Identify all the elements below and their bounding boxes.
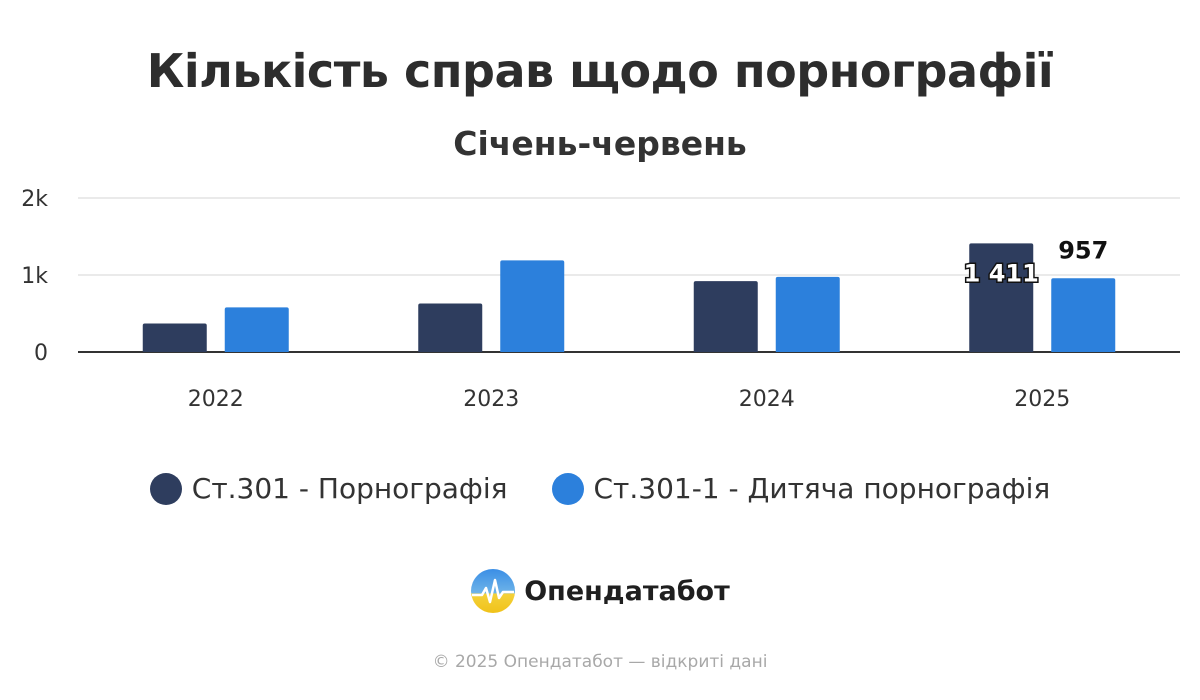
bar[interactable] <box>224 307 289 352</box>
x-axis-ticks: 2022 2023 2024 2025 <box>188 387 1071 412</box>
legend-marker <box>551 472 584 505</box>
y-axis-ticks: 0 1k 2k <box>21 187 48 366</box>
bar[interactable] <box>500 260 565 352</box>
data-label: 1 411 <box>964 259 1039 287</box>
bar[interactable] <box>418 303 483 352</box>
brand-name: Опендатабот <box>524 575 730 607</box>
x-tick-label: 2024 <box>739 387 795 412</box>
x-tick-label: 2022 <box>188 387 244 412</box>
y-tick-label: 2k <box>21 187 48 212</box>
chart-subtitle: Січень-червень <box>453 124 747 163</box>
bar[interactable] <box>969 243 1034 352</box>
data-labels: 1 411 957 <box>962 236 1108 289</box>
data-label: 957 <box>1058 236 1108 264</box>
legend: Ст.301 - Порнографія Ст.301-1 - Дитяча п… <box>0 472 1200 505</box>
opendatabot-logo-icon <box>471 569 516 613</box>
bar[interactable] <box>693 281 758 352</box>
legend-item-st301-1[interactable]: Ст.301-1 - Дитяча порнографія <box>551 472 1051 505</box>
legend-label: Ст.301 - Порнографія <box>191 472 508 505</box>
legend-label: Ст.301-1 - Дитяча порнографія <box>593 472 1051 505</box>
bar[interactable] <box>775 276 840 352</box>
x-tick-label: 2023 <box>463 387 519 412</box>
bars <box>142 243 1116 352</box>
bar-chart: 0 1k 2k 2022 2023 2024 2025 1 411 957 <box>21 187 1180 412</box>
chart-title: Кількість справ щодо порнографії <box>146 44 1054 98</box>
legend-item-st301[interactable]: Ст.301 - Порнографія <box>149 472 508 505</box>
footer-copyright: © 2025 Опендатабот — відкриті дані <box>432 652 768 672</box>
x-tick-label: 2025 <box>1014 387 1070 412</box>
bar[interactable] <box>142 323 207 352</box>
y-tick-label: 1k <box>21 264 48 289</box>
legend-marker <box>149 472 182 505</box>
y-tick-label: 0 <box>34 341 48 366</box>
brand-logo: Опендатабот <box>0 568 1200 614</box>
bar[interactable] <box>1051 278 1116 352</box>
